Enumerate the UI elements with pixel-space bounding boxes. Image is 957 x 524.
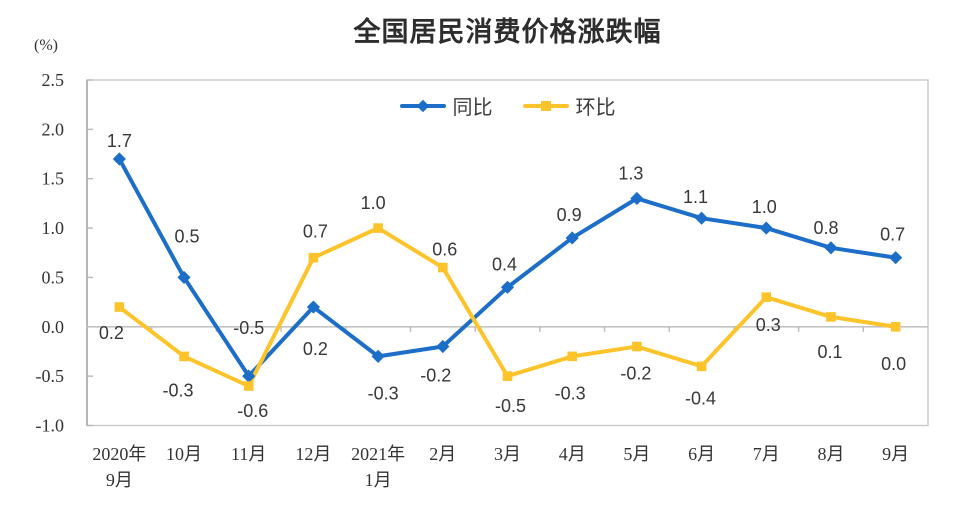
y-tick-label: 2.0	[42, 119, 65, 139]
data-point-diamond	[500, 280, 515, 294]
x-tick-label: 7月	[753, 444, 780, 464]
data-point-diamond	[565, 231, 579, 245]
x-tick-label: 10月	[166, 444, 202, 464]
data-label: 0.2	[303, 339, 328, 359]
data-point-square	[502, 371, 513, 381]
data-point-square	[696, 361, 707, 372]
y-tick-label: 1.5	[42, 169, 65, 189]
data-label: -0.5	[495, 396, 526, 416]
data-point-diamond	[177, 270, 191, 285]
data-point-square	[308, 252, 319, 263]
x-tick-label: 4月	[559, 444, 586, 464]
data-label: -0.3	[368, 383, 399, 403]
data-point-diamond	[371, 349, 385, 363]
data-label: 0.7	[880, 225, 905, 245]
data-point-square	[179, 351, 189, 362]
data-label: 0.6	[432, 240, 457, 260]
y-axis-unit-label: (%)	[34, 37, 58, 54]
data-label: 1.0	[752, 197, 777, 217]
data-point-square	[761, 292, 772, 302]
data-point-square	[438, 262, 448, 273]
x-tick-label: 3月	[494, 444, 521, 464]
x-tick-label: 9月	[106, 470, 133, 490]
data-point-diamond	[112, 152, 126, 166]
data-point-square	[114, 302, 125, 312]
data-point-diamond	[242, 369, 256, 383]
y-tick-label: 0.0	[42, 317, 65, 337]
square-marker-icon	[540, 100, 551, 111]
data-label: 0.0	[881, 354, 906, 374]
legend-item-yoy: 同比	[399, 91, 493, 120]
data-point-diamond	[630, 191, 644, 206]
data-point-square	[890, 321, 901, 332]
mom-line-swatch	[522, 100, 569, 112]
data-label: 0.1	[817, 342, 842, 362]
data-point-square	[373, 223, 383, 233]
x-tick-label: 5月	[623, 444, 650, 464]
x-tick-label: 12月	[295, 444, 331, 464]
y-tick-label: -1.0	[36, 416, 65, 436]
data-point-square	[567, 351, 577, 362]
data-label: 1.3	[618, 163, 643, 183]
y-tick-label: 0.5	[42, 267, 65, 287]
y-tick-label: -0.5	[36, 366, 65, 386]
data-label: -0.2	[620, 364, 651, 384]
x-tick-label: 8月	[817, 444, 844, 464]
x-tick-label: 1月	[365, 470, 392, 490]
data-label: 0.4	[492, 254, 517, 274]
data-label: 0.2	[99, 323, 124, 343]
diamond-marker-icon	[416, 99, 429, 112]
data-label: -0.2	[420, 366, 451, 386]
series-line-1	[117, 226, 898, 389]
data-point-diamond	[824, 241, 838, 255]
data-label: 0.5	[175, 226, 200, 246]
data-point-square	[243, 381, 254, 391]
data-point-diamond	[759, 221, 773, 235]
data-label: -0.3	[555, 383, 586, 403]
data-point-diamond	[306, 300, 321, 314]
data-label: 0.8	[813, 218, 838, 238]
data-label: 0.3	[756, 315, 781, 335]
data-label: 1.0	[361, 193, 386, 213]
x-tick-label: 6月	[688, 444, 715, 464]
data-label: -0.5	[233, 318, 264, 338]
x-tick-label: 11月	[231, 444, 266, 464]
data-label: -0.6	[237, 401, 268, 421]
x-tick-label: 9月	[882, 444, 909, 464]
y-tick-label: 2.5	[42, 70, 65, 90]
data-point-square	[826, 312, 836, 322]
yoy-line-swatch	[399, 99, 446, 112]
legend-label-yoy: 同比	[452, 97, 493, 119]
data-point-diamond	[889, 251, 903, 265]
chart-title: 全国居民消费价格涨跌幅	[353, 17, 662, 47]
chart-legend: 同比 环比	[87, 91, 928, 120]
data-label: -0.3	[163, 380, 194, 400]
data-point-diamond	[694, 211, 709, 225]
data-label: -0.4	[685, 388, 716, 408]
data-point-diamond	[436, 339, 450, 354]
data-label: 1.7	[107, 131, 132, 151]
data-label: 0.7	[303, 222, 328, 242]
legend-item-mom: 环比	[522, 91, 616, 120]
data-label: 1.1	[683, 187, 708, 207]
x-tick-label: 2021年	[351, 444, 405, 464]
x-tick-label: 2月	[429, 444, 456, 464]
legend-label-mom: 环比	[575, 97, 616, 119]
x-tick-label: 2020年	[92, 444, 146, 464]
y-tick-label: 1.0	[42, 218, 65, 238]
data-point-square	[632, 341, 642, 352]
data-label: 0.9	[557, 205, 582, 225]
